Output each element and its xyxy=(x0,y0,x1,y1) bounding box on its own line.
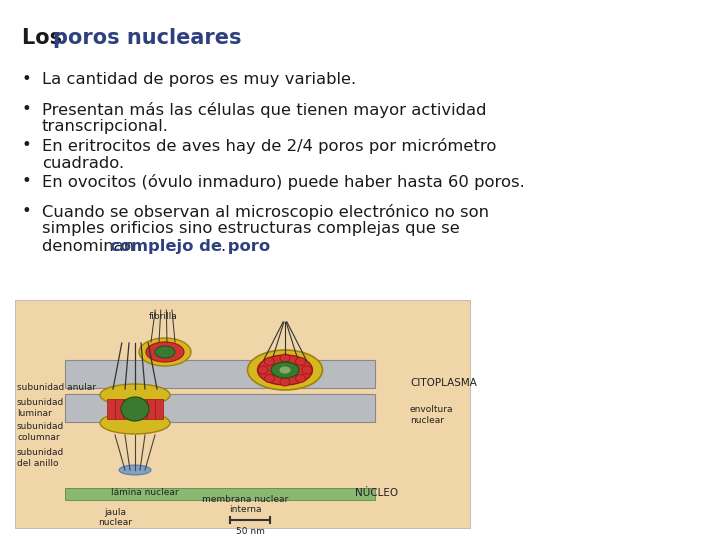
Ellipse shape xyxy=(279,366,291,374)
Text: subunidad anular: subunidad anular xyxy=(17,383,96,393)
Text: envoltura
nuclear: envoltura nuclear xyxy=(410,406,454,424)
Text: •: • xyxy=(22,138,32,153)
Text: cuadrado.: cuadrado. xyxy=(42,156,124,171)
Ellipse shape xyxy=(280,354,290,362)
FancyBboxPatch shape xyxy=(65,360,375,388)
Text: subunidad
luminar: subunidad luminar xyxy=(17,399,64,418)
Bar xyxy=(147,399,155,419)
Ellipse shape xyxy=(258,355,312,385)
Bar xyxy=(123,399,131,419)
Ellipse shape xyxy=(295,374,305,382)
Ellipse shape xyxy=(258,366,268,374)
Text: Cuando se observan al microscopio electrónico no son: Cuando se observan al microscopio electr… xyxy=(42,204,489,220)
Text: simples orificios sino estructuras complejas que se: simples orificios sino estructuras compl… xyxy=(42,221,460,237)
Ellipse shape xyxy=(146,342,184,362)
Text: •: • xyxy=(22,204,32,219)
Ellipse shape xyxy=(139,338,191,366)
Text: 50 nm: 50 nm xyxy=(235,527,264,536)
Text: complejo de poro: complejo de poro xyxy=(110,239,270,254)
Ellipse shape xyxy=(295,357,305,366)
Text: CITOPLASMA: CITOPLASMA xyxy=(410,378,477,388)
Bar xyxy=(139,399,147,419)
Text: Los: Los xyxy=(22,28,69,48)
Ellipse shape xyxy=(248,350,323,390)
Text: membrana nuclear
interna: membrana nuclear interna xyxy=(202,495,288,515)
Ellipse shape xyxy=(264,357,274,366)
Text: En eritrocitos de aves hay de 2/4 poros por micrómetro: En eritrocitos de aves hay de 2/4 poros … xyxy=(42,138,496,154)
FancyBboxPatch shape xyxy=(65,394,375,422)
Text: transcripcional.: transcripcional. xyxy=(42,119,169,134)
Text: La cantidad de poros es muy variable.: La cantidad de poros es muy variable. xyxy=(42,72,356,87)
Bar xyxy=(107,399,115,419)
Ellipse shape xyxy=(121,397,149,421)
Text: subunidad
del anillo: subunidad del anillo xyxy=(17,448,64,468)
Text: poros nucleares: poros nucleares xyxy=(53,28,241,48)
Text: .: . xyxy=(220,239,225,254)
Ellipse shape xyxy=(280,378,290,386)
Ellipse shape xyxy=(302,366,312,374)
Text: denominan: denominan xyxy=(42,239,140,254)
Text: •: • xyxy=(22,102,32,117)
Ellipse shape xyxy=(119,465,151,475)
Ellipse shape xyxy=(100,384,170,406)
Bar xyxy=(155,399,163,419)
Text: fibrilla: fibrilla xyxy=(148,312,177,321)
Text: subunidad
columnar: subunidad columnar xyxy=(17,422,64,442)
Ellipse shape xyxy=(271,362,299,378)
Ellipse shape xyxy=(264,374,274,382)
Bar xyxy=(15,300,470,528)
Text: NÚCLEO: NÚCLEO xyxy=(355,488,398,498)
Text: En ovocitos (óvulo inmaduro) puede haber hasta 60 poros.: En ovocitos (óvulo inmaduro) puede haber… xyxy=(42,174,525,190)
Text: Presentan más las células que tienen mayor actividad: Presentan más las células que tienen may… xyxy=(42,102,487,118)
FancyBboxPatch shape xyxy=(65,488,375,500)
Text: •: • xyxy=(22,72,32,87)
Text: lámina nuclear: lámina nuclear xyxy=(111,488,179,497)
Text: •: • xyxy=(22,174,32,189)
Text: jaula
nuclear: jaula nuclear xyxy=(98,508,132,528)
Bar xyxy=(131,399,139,419)
Bar xyxy=(115,399,123,419)
Ellipse shape xyxy=(155,346,175,358)
Ellipse shape xyxy=(100,412,170,434)
